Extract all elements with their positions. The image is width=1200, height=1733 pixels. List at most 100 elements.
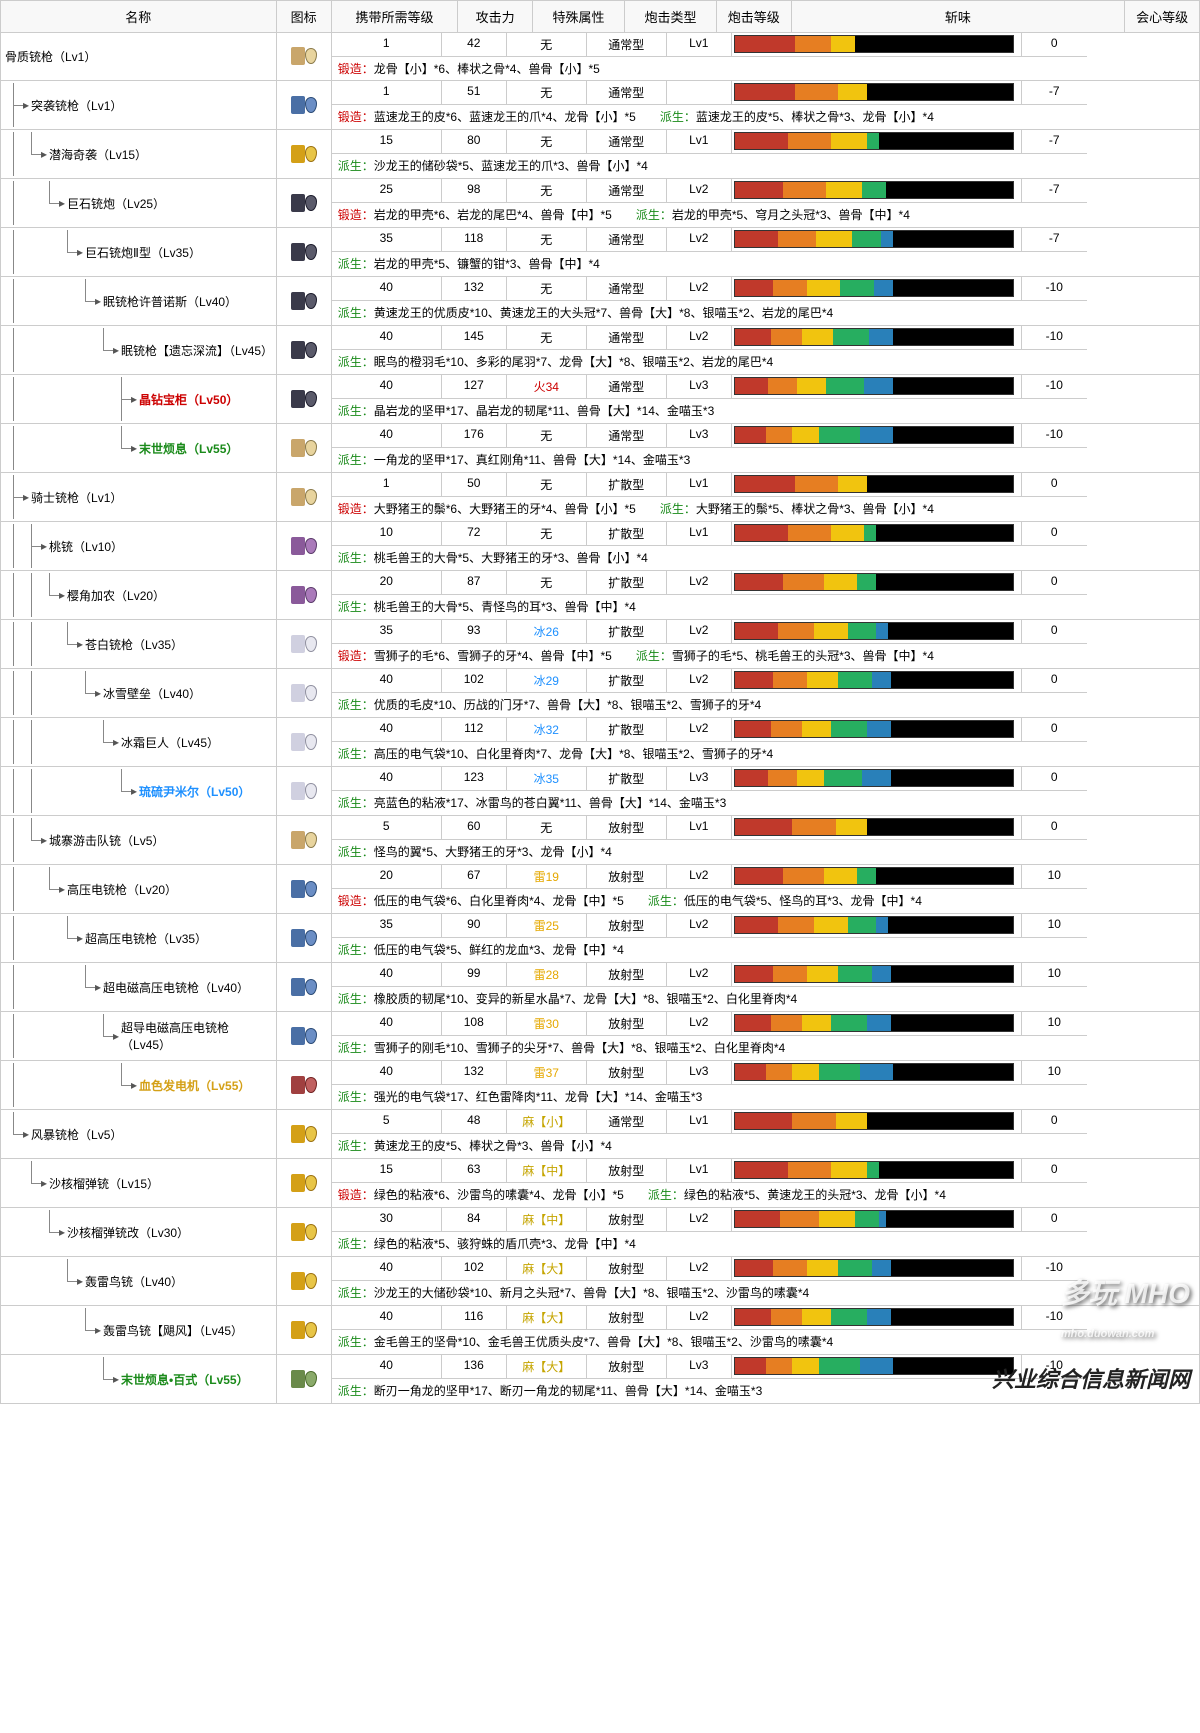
weapon-name[interactable]: 突袭铳枪（Lv1） — [31, 97, 122, 114]
stats-row: 40 102 冰29 扩散型 Lv2 0 — [332, 669, 1199, 693]
weapon-row[interactable]: ▸ 高压电铳枪（Lv20） 20 67 雷19 放射型 Lv2 10 锻造：低压… — [1, 865, 1200, 914]
weapon-row[interactable]: ▸ 末世烦息（Lv55） 40 176 无 通常型 Lv3 -10 派生：一角龙… — [1, 424, 1200, 473]
weapon-name[interactable]: 冰雪壁垒（Lv40） — [103, 685, 201, 702]
icon-cell — [276, 620, 331, 669]
weapon-row[interactable]: ▸ 轰雷鸟铳【飓风】（Lv45） 40 116 麻【大】 放射型 Lv2 -10… — [1, 1306, 1200, 1355]
weapon-name[interactable]: 苍白铳枪（Lv35） — [85, 636, 183, 653]
weapon-row[interactable]: ▸ 眠铳枪许普诺斯（Lv40） 40 132 无 通常型 Lv2 -10 派生：… — [1, 277, 1200, 326]
weapon-name[interactable]: 城寨游击队铳（Lv5） — [49, 832, 164, 849]
element-none: 无 — [540, 38, 552, 52]
weapon-row[interactable]: ▸ 眠铳枪【遗忘深流】（Lv45） 40 145 无 通常型 Lv2 -10 派… — [1, 326, 1200, 375]
weapon-name[interactable]: 末世烦息（Lv55） — [139, 440, 238, 457]
carry-level: 15 — [332, 130, 442, 154]
craft-row: 派生：黄速龙王的优质皮*10、黄速龙王的大头冠*7、兽骨【大】*8、银喵玉*2、… — [332, 301, 1199, 324]
gunlance-icon — [289, 338, 319, 362]
upgrade-label: 派生： — [338, 257, 374, 271]
forge-materials: 蓝速龙王的皮*6、蓝速龙王的爪*4、龙骨【小】*5 — [374, 110, 636, 124]
name-cell: ▸ 血色发电机（Lv55） — [1, 1061, 277, 1110]
weapon-name[interactable]: 巨石铳炮（Lv25） — [67, 195, 165, 212]
weapon-row[interactable]: ▸ 晶钻宝柜（Lv50） 40 127 火34 通常型 Lv3 -10 派生：晶… — [1, 375, 1200, 424]
weapon-name[interactable]: 轰雷鸟铳（Lv40） — [85, 1273, 183, 1290]
upgrade-materials: 怪鸟的翼*5、大野猪王的牙*3、龙骨【小】*4 — [374, 845, 612, 859]
element-none: 无 — [540, 576, 552, 590]
name-cell: ▸ 冰霜巨人（Lv45） — [1, 718, 277, 767]
weapon-name[interactable]: 超导电磁高压电铳枪（Lv45） — [121, 1019, 272, 1053]
weapon-name[interactable]: 轰雷鸟铳【飓风】（Lv45） — [103, 1322, 243, 1339]
element-none: 无 — [540, 135, 552, 149]
weapon-row[interactable]: ▸ 超高压电铳枪（Lv35） 35 90 雷25 放射型 Lv2 10 派生：低… — [1, 914, 1200, 963]
weapon-row[interactable]: ▸ 超导电磁高压电铳枪（Lv45） 40 108 雷30 放射型 Lv2 10 … — [1, 1012, 1200, 1061]
weapon-row[interactable]: 骨质铳枪（Lv1） 1 42 无 通常型 Lv1 0 锻造：龙骨【小】*6、棒状… — [1, 33, 1200, 81]
weapon-row[interactable]: ▸ 潜海奇袭（Lv15） 15 80 无 通常型 Lv1 -7 派生：沙龙王的储… — [1, 130, 1200, 179]
icon-cell — [276, 33, 331, 81]
weapon-row[interactable]: ▸ 苍白铳枪（Lv35） 35 93 冰26 扩散型 Lv2 0 锻造：雪狮子的… — [1, 620, 1200, 669]
stats-row: 40 132 无 通常型 Lv2 -10 — [332, 277, 1199, 301]
shell-level: Lv3 — [667, 767, 732, 791]
shell-level: Lv1 — [667, 816, 732, 840]
shell-level: Lv2 — [667, 179, 732, 203]
icon-cell — [276, 1012, 331, 1061]
weapon-name[interactable]: 樱角加农（Lv20） — [67, 587, 165, 604]
weapon-row[interactable]: ▸ 巨石铳炮Ⅱ型（Lv35） 35 118 无 通常型 Lv2 -7 派生：岩龙… — [1, 228, 1200, 277]
weapon-row[interactable]: ▸ 城寨游击队铳（Lv5） 5 60 无 放射型 Lv1 0 派生：怪鸟的翼*5… — [1, 816, 1200, 865]
upgrade-materials: 高压的电气袋*10、白化里脊肉*7、龙骨【大】*8、银喵玉*2、雪狮子的牙*4 — [374, 747, 773, 761]
tree-arrow-icon: ▸ — [131, 784, 137, 798]
weapon-row[interactable]: ▸ 突袭铳枪（Lv1） 1 51 无 通常型 -7 锻造：蓝速龙王的皮*6、蓝速… — [1, 81, 1200, 130]
gunlance-icon — [289, 436, 319, 460]
weapon-row[interactable]: ▸ 沙核榴弹铳改（Lv30） 30 84 麻【中】 放射型 Lv2 0 派生：绿… — [1, 1208, 1200, 1257]
weapon-row[interactable]: ▸ 桃铳（Lv10） 10 72 无 扩散型 Lv1 0 派生：桃毛兽王的大骨*… — [1, 522, 1200, 571]
gunlance-icon — [289, 191, 319, 215]
weapon-name[interactable]: 琉硫尹米尔（Lv50） — [139, 783, 250, 800]
weapon-row[interactable]: ▸ 沙核榴弹铳（Lv15） 15 63 麻【中】 放射型 Lv1 0 锻造：绿色… — [1, 1159, 1200, 1208]
stats-row: 25 98 无 通常型 Lv2 -7 — [332, 179, 1199, 203]
upgrade-label: 派生： — [338, 1041, 374, 1055]
weapon-row[interactable]: ▸ 血色发电机（Lv55） 40 132 雷37 放射型 Lv3 10 派生：强… — [1, 1061, 1200, 1110]
weapon-name[interactable]: 高压电铳枪（Lv20） — [67, 881, 177, 898]
sharpness-bar — [734, 1357, 1014, 1375]
weapon-name[interactable]: 眠铳枪许普诺斯（Lv40） — [103, 293, 237, 310]
upgrade-materials: 雪狮子的刚毛*10、雪狮子的尖牙*7、兽骨【大】*8、银喵玉*2、白化里脊肉*4 — [374, 1041, 785, 1055]
upgrade-label: 派生： — [338, 796, 374, 810]
weapon-name[interactable]: 晶钻宝柜（Lv50） — [139, 391, 238, 408]
weapon-row[interactable]: ▸ 末世烦息•百式（Lv55） 40 136 麻【大】 放射型 Lv3 -10 … — [1, 1355, 1200, 1404]
affinity-value: -7 — [1022, 81, 1087, 105]
weapon-name[interactable]: 沙核榴弹铳改（Lv30） — [67, 1224, 189, 1241]
weapon-row[interactable]: ▸ 骑士铳枪（Lv1） 1 50 无 扩散型 Lv1 0 锻造：大野猪王的鬃*6… — [1, 473, 1200, 522]
forge-label: 锻造： — [338, 62, 374, 76]
upgrade-label: 派生： — [338, 159, 374, 173]
weapon-name[interactable]: 冰霜巨人（Lv45） — [121, 734, 219, 751]
craft-row: 派生：黄速龙王的皮*5、棒状之骨*3、兽骨【小】*4 — [332, 1134, 1199, 1157]
weapon-row[interactable]: ▸ 樱角加农（Lv20） 20 87 无 扩散型 Lv2 0 派生：桃毛兽王的大… — [1, 571, 1200, 620]
element-none: 无 — [540, 478, 552, 492]
weapon-row[interactable]: ▸ 冰霜巨人（Lv45） 40 112 冰32 扩散型 Lv2 0 派生：高压的… — [1, 718, 1200, 767]
affinity-value: -10 — [1022, 277, 1087, 301]
weapon-name[interactable]: 沙核榴弹铳（Lv15） — [49, 1175, 159, 1192]
shell-level: Lv2 — [667, 669, 732, 693]
name-cell: ▸ 末世烦息（Lv55） — [1, 424, 277, 473]
weapon-row[interactable]: ▸ 冰雪壁垒（Lv40） 40 102 冰29 扩散型 Lv2 0 派生：优质的… — [1, 669, 1200, 718]
weapon-name[interactable]: 眠铳枪【遗忘深流】（Lv45） — [121, 342, 272, 359]
weapon-name[interactable]: 骑士铳枪（Lv1） — [31, 489, 122, 506]
carry-level: 30 — [332, 1208, 442, 1232]
attack-value: 63 — [442, 1159, 507, 1183]
weapon-name[interactable]: 超高压电铳枪（Lv35） — [85, 930, 207, 947]
weapon-name[interactable]: 末世烦息•百式（Lv55） — [121, 1371, 249, 1388]
shell-level — [667, 81, 732, 105]
element-none: 无 — [540, 429, 552, 443]
sharpness-bar — [734, 328, 1014, 346]
weapon-row[interactable]: ▸ 轰雷鸟铳（Lv40） 40 102 麻【大】 放射型 Lv2 -10 派生：… — [1, 1257, 1200, 1306]
weapon-name[interactable]: 超电磁高压电铳枪（Lv40） — [103, 979, 249, 996]
weapon-name[interactable]: 巨石铳炮Ⅱ型（Lv35） — [85, 244, 201, 261]
weapon-name[interactable]: 骨质铳枪（Lv1） — [5, 48, 96, 65]
weapon-row[interactable]: ▸ 巨石铳炮（Lv25） 25 98 无 通常型 Lv2 -7 锻造：岩龙的甲壳… — [1, 179, 1200, 228]
weapon-row[interactable]: ▸ 超电磁高压电铳枪（Lv40） 40 99 雷28 放射型 Lv2 10 派生… — [1, 963, 1200, 1012]
weapon-row[interactable]: ▸ 琉硫尹米尔（Lv50） 40 123 冰35 扩散型 Lv3 0 派生：亮蓝… — [1, 767, 1200, 816]
weapon-name[interactable]: 风暴铳枪（Lv5） — [31, 1126, 122, 1143]
craft-row: 锻造：岩龙的甲壳*6、岩龙的尾巴*4、兽骨【中】*5 派生：岩龙的甲壳*5、穹月… — [332, 203, 1199, 226]
weapon-name[interactable]: 血色发电机（Lv55） — [139, 1077, 250, 1094]
weapon-name[interactable]: 潜海奇袭（Lv15） — [49, 146, 147, 163]
weapon-row[interactable]: ▸ 风暴铳枪（Lv5） 5 48 麻【小】 通常型 Lv1 0 派生：黄速龙王的… — [1, 1110, 1200, 1159]
weapon-name[interactable]: 桃铳（Lv10） — [49, 538, 123, 555]
element-none: 无 — [540, 331, 552, 345]
name-cell: ▸ 冰雪壁垒（Lv40） — [1, 669, 277, 718]
